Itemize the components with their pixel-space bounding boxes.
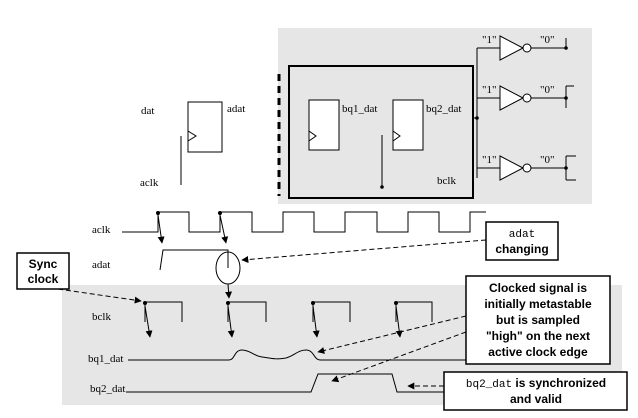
inverter-3-in-label: "1" [482,154,496,166]
sync-clock-callout-box [16,252,70,290]
inverter-3-out-label: "0" [540,154,554,166]
adat-wave-label: adat [92,259,110,271]
synchronized-callout-box [443,371,628,411]
adat-changing-arrow [241,239,487,263]
aclk-edge-dot-2 [218,211,222,215]
inverter-fanout-bus [473,47,500,178]
flip-flop-a [180,101,223,185]
adat-changing-text: changing [495,242,548,256]
sync-clock-line-1: Sync [29,257,58,271]
metastable-line-3: but is sampled [496,313,580,327]
bclk-waveform-3 [312,301,351,322]
synchronized-line-2: and valid [510,392,562,406]
bclk-edge-dot-1 [143,301,147,305]
bclk-waveform-2 [227,301,267,322]
synchronized-line-1: bq2_dat is synchronized [466,376,606,391]
inverter-1-out-label: "0" [540,34,554,46]
aclk-arrow-2 [219,214,229,244]
inverter-3 [499,155,576,181]
inverter-1 [499,35,568,61]
bq2-waveform [126,373,458,393]
aclk-waveform [122,211,486,233]
sync-clock-arrow [57,288,142,304]
bq1-waveform [128,349,474,361]
aclk-wave-label: aclk [92,224,111,236]
ff-a-output-label: adat [227,103,245,115]
synchronized-code: bq2_dat [466,379,512,391]
ff-b2-clock-label: bclk [437,175,456,187]
adat-to-bclk-arrow [225,283,233,299]
flip-flop-b2 [380,99,424,189]
metastable-callout-box [465,275,611,365]
inverter-2-out-label: "0" [540,84,554,96]
sync-clock-line-2: clock [28,272,59,286]
bclk-arrow-1 [144,305,153,338]
synchronized-text-1: is synchronized [512,376,606,390]
bclk-waveform-4 [395,301,433,322]
ff-b2-output-label: bq2_dat [426,103,461,115]
metastable-line-2: initially metastable [484,297,592,311]
ff-a-clock-label: aclk [140,177,159,189]
adat-changing-code: adat [509,229,535,241]
metastable-line-1: Clocked signal is [489,281,587,295]
flip-flop-b1 [308,99,340,151]
bq1-wave-label: bq1_dat [88,353,123,365]
metastable-line-4: "high" on the next [486,329,590,343]
inverter-2-in-label: "1" [482,84,496,96]
ff-b1-output-label: bq1_dat [342,103,377,115]
adat-changing-callout-box [485,221,559,261]
bq2-wave-label: bq2_dat [90,383,125,395]
aclk-edge-dot-1 [156,211,160,215]
adat-waveform [159,249,229,271]
metastable-arrow-1 [317,315,467,354]
bclk-arrow-3 [312,305,320,338]
bclk-waveform [144,301,183,322]
bclk-wave-label: bclk [92,311,111,323]
ff-a-input-label: dat [141,105,154,117]
bclk-edge-dot-2 [226,301,230,305]
inverter-1-in-label: "1" [482,34,496,46]
bclk-edge-dot-3 [311,301,315,305]
bclk-arrow-2 [227,305,235,338]
aclk-arrow-1 [157,214,165,244]
inverter-2 [499,85,574,111]
synchronizer-box [288,65,474,199]
metastable-line-5: active clock edge [488,345,588,359]
bclk-edge-dot-4 [394,301,398,305]
